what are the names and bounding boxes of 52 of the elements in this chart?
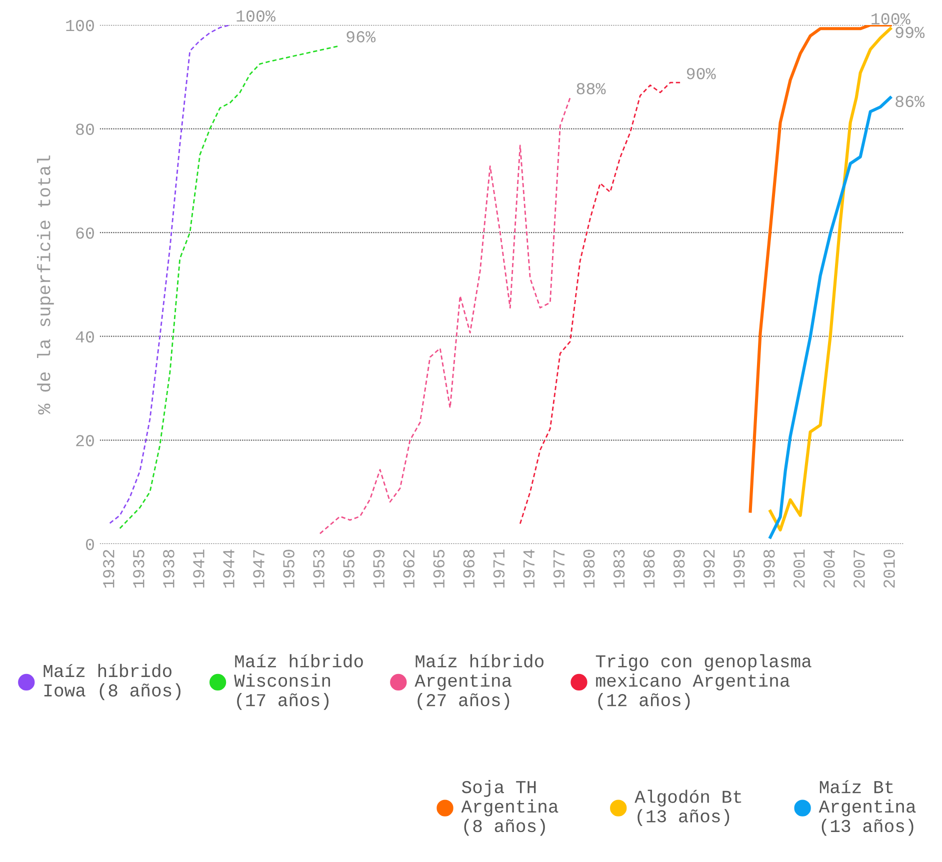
line-series (319, 96, 571, 534)
y-tick-label: 0 (86, 538, 94, 550)
x-tick-label: 1944 (223, 550, 234, 588)
x-tick-label: 1986 (643, 550, 655, 588)
x-tick-label: 1974 (523, 550, 535, 588)
x-tick-label: 1968 (463, 550, 475, 588)
annotation: 88% (576, 83, 606, 94)
line-series (109, 25, 231, 524)
x-tick-label: 1995 (733, 550, 745, 588)
line-series (519, 82, 681, 524)
annotation: 90% (686, 68, 716, 80)
annotation: 99% (896, 26, 925, 38)
x-tick-label: 2007 (854, 550, 865, 588)
legend-label: Algodón Bt (13 años) (634, 790, 742, 826)
y-axis-title: % de la superficie total (37, 155, 54, 414)
y-tick-label: 40 (76, 331, 94, 343)
x-tick-label: 1992 (703, 550, 715, 588)
y-tick-label: 80 (76, 124, 94, 135)
y-tick-label: 100 (66, 20, 94, 32)
line-series (748, 25, 892, 513)
legend-label: Soja TH Argentina (8 años) (461, 780, 558, 836)
annotation: 100% (236, 10, 276, 22)
legend-label: Maíz híbrido Wisconsin (17 años) (234, 654, 363, 710)
x-tick-label: 1962 (403, 550, 415, 588)
x-tick-label: 1947 (253, 550, 264, 588)
x-tick-label: 1989 (673, 550, 685, 588)
x-tick-label: 1941 (193, 550, 204, 588)
annotation: 100% (872, 13, 910, 24)
x-tick-label: 2001 (793, 550, 805, 588)
x-tick-label: 1971 (493, 550, 505, 588)
annotation: 86% (896, 96, 925, 108)
x-tick-label: 1959 (373, 550, 385, 588)
annotation: 96% (346, 31, 376, 42)
legend-label: Maíz híbrido Argentina (27 años) (414, 654, 544, 710)
x-tick-label: 1953 (313, 550, 324, 588)
legend-label: Maíz híbrido Iowa (8 años) (44, 664, 180, 700)
x-tick-label: 1956 (343, 550, 354, 588)
x-tick-label: 1998 (763, 550, 775, 588)
y-tick-label: 60 (76, 227, 94, 239)
x-tick-label: 2010 (884, 550, 895, 588)
x-tick-label: 2004 (823, 550, 835, 588)
x-tick-label: 1983 (613, 550, 625, 588)
x-tick-label: 1932 (103, 550, 114, 588)
x-tick-label: 1950 (283, 550, 294, 588)
x-tick-label: 1980 (583, 550, 595, 588)
x-tick-label: 1965 (433, 550, 445, 588)
legend-label: Trigo con genoplasma mexicano Argentina (12 años) (596, 654, 812, 710)
x-tick-label: 1977 (553, 550, 565, 588)
x-tick-label: 1935 (133, 550, 144, 588)
x-tick-label: 1938 (163, 550, 174, 588)
y-tick-label: 20 (76, 435, 94, 446)
legend-label: Maíz Bt Argentina (13 años) (818, 780, 916, 836)
